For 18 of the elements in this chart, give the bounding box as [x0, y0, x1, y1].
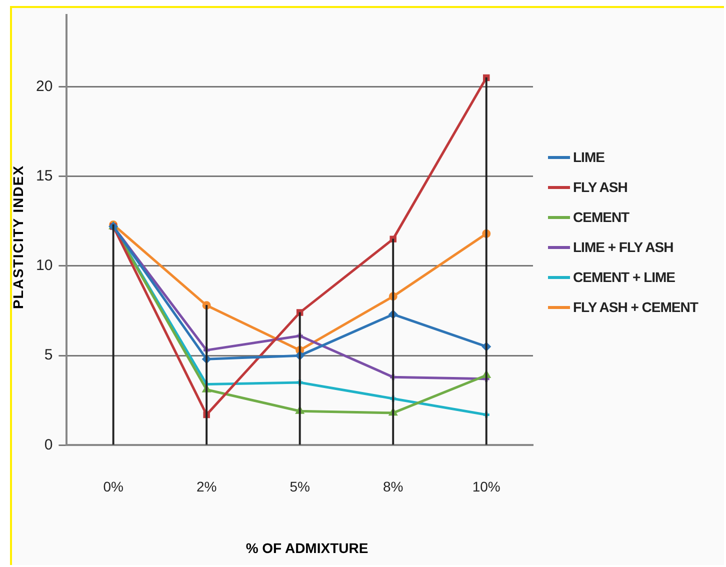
x-tick-label: 2% [196, 478, 217, 494]
y-tick-label: 15 [36, 167, 53, 184]
x-axis-title: % OF ADMIXTURE [246, 540, 368, 556]
legend-label: CEMENT + LIME [573, 269, 676, 285]
legend-label: LIME + FLY ASH [573, 239, 674, 255]
legend-label: FLY ASH [573, 179, 628, 195]
y-tick-label: 0 [44, 436, 53, 454]
x-tick-label: 8% [382, 478, 404, 494]
x-tick-label: 0% [103, 478, 124, 494]
y-axis-title: PLASTICITY INDEX [10, 164, 26, 310]
y-tick-label: 5 [44, 346, 53, 364]
y-tick-label: 20 [36, 78, 53, 95]
x-tick-label: 5% [290, 478, 310, 494]
x-tick-label: 10% [472, 478, 500, 494]
legend-label: FLY ASH + CEMENT [573, 299, 698, 315]
legend-label: LIME [573, 149, 604, 165]
legend-label: CEMENT [573, 209, 630, 225]
y-tick-label: 10 [36, 257, 53, 274]
